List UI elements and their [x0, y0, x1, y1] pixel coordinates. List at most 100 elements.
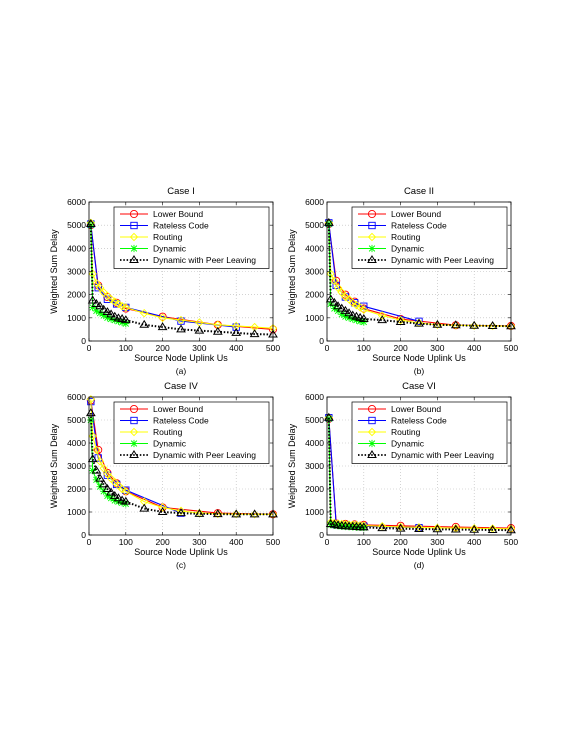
data-point: [106, 487, 116, 496]
x-tick-label: 0: [87, 343, 92, 353]
x-tick-label: 200: [156, 343, 170, 353]
data-point: [92, 445, 101, 455]
x-tick-label: 500: [266, 343, 280, 353]
data-point: [120, 315, 131, 324]
data-point: [450, 320, 461, 329]
data-point: [487, 524, 498, 533]
data-point: [326, 269, 335, 279]
data-point: [336, 303, 347, 312]
legend-marker: [367, 427, 377, 437]
x-tick-label: 300: [192, 343, 206, 353]
legend-label: Rateless Code: [153, 416, 209, 426]
data-point: [212, 509, 223, 518]
legend-marker: [367, 255, 377, 264]
data-point: [329, 297, 340, 306]
legend-label: Routing: [391, 427, 421, 437]
y-axis-label: Weighted Sum Delay: [49, 423, 59, 508]
x-tick-label: 200: [394, 537, 408, 547]
y-tick-label: 4000: [67, 243, 86, 253]
data-point: [113, 493, 124, 502]
data-point: [109, 311, 120, 320]
legend-box: [351, 401, 508, 464]
legend-label: Routing: [153, 232, 183, 242]
y-tick-label: 2000: [67, 484, 86, 494]
data-point: [450, 524, 461, 533]
legend-label: Dynamic: [391, 439, 425, 449]
data-point: [117, 484, 127, 494]
x-tick-label: 500: [504, 343, 518, 353]
data-point: [139, 503, 150, 512]
data-point: [139, 308, 149, 318]
y-tick-label: 4000: [305, 243, 324, 253]
data-point: [102, 484, 113, 493]
data-point: [432, 524, 443, 533]
y-tick-label: 0: [319, 530, 324, 540]
legend-label: Dynamic with Peer Leaving: [391, 255, 494, 265]
legend-label: Dynamic with Peer Leaving: [153, 255, 256, 265]
data-point: [414, 318, 424, 327]
data-point: [396, 521, 405, 530]
y-tick-label: 6000: [67, 197, 86, 207]
x-tick-label: 100: [119, 537, 133, 547]
legend-label: Routing: [391, 232, 421, 242]
data-point: [232, 323, 240, 331]
legend-label: Dynamic: [391, 244, 425, 254]
y-tick-label: 1000: [67, 313, 86, 323]
y-tick-label: 5000: [67, 415, 86, 425]
data-point: [433, 320, 442, 330]
y-tick-label: 4000: [67, 438, 86, 448]
legend-marker: [367, 450, 377, 459]
x-tick-label: 100: [357, 537, 371, 547]
data-point: [176, 324, 186, 333]
legend-label: Dynamic: [153, 244, 187, 254]
chart-title: Case VI: [402, 381, 436, 392]
data-point: [231, 509, 241, 519]
x-axis-label: Source Node Uplink Us: [134, 547, 228, 557]
legend-label: Rateless Code: [391, 221, 447, 231]
legend-label: Lower Bound: [153, 209, 203, 219]
x-tick-label: 0: [325, 343, 330, 353]
y-axis-label: Weighted Sum Delay: [287, 423, 297, 508]
data-point: [194, 325, 205, 334]
data-point: [487, 320, 498, 329]
data-point: [176, 315, 186, 325]
x-tick-label: 200: [394, 343, 408, 353]
y-tick-label: 2000: [67, 290, 86, 300]
data-point: [114, 299, 123, 309]
data-point: [341, 292, 350, 302]
x-tick-label: 400: [229, 343, 243, 353]
y-tick-label: 1000: [305, 507, 324, 517]
x-tick-label: 100: [119, 343, 133, 353]
legend-label: Routing: [153, 427, 183, 437]
data-point: [87, 295, 98, 304]
data-point: [102, 307, 113, 316]
legend-marker: [130, 439, 138, 448]
data-point: [337, 288, 346, 297]
legend-marker: [129, 255, 139, 264]
x-tick-label: 0: [87, 537, 92, 547]
legend-label: Dynamic: [153, 439, 187, 449]
y-tick-label: 5000: [305, 220, 324, 230]
data-point: [358, 314, 369, 323]
chart-panel-3: 0 100 200 300 400 500010002000300040005000600…: [49, 381, 280, 570]
series-line: [89, 413, 273, 516]
data-point: [100, 311, 108, 320]
data-point: [103, 469, 112, 479]
panel-caption: (b): [414, 366, 425, 376]
data-point: [330, 276, 339, 286]
y-tick-label: 3000: [305, 267, 324, 277]
legend-label: Dynamic with Peer Leaving: [153, 450, 256, 460]
legend-marker: [367, 404, 377, 414]
legend-marker: [129, 450, 139, 459]
legend-label: Lower Bound: [153, 404, 203, 414]
data-point: [469, 320, 480, 329]
data-point: [414, 524, 424, 533]
data-point: [451, 321, 461, 330]
legend-label: Lower Bound: [391, 209, 441, 219]
legend-box: [113, 206, 270, 269]
data-point: [377, 523, 388, 532]
x-axis-label: Source Node Uplink Us: [372, 353, 466, 363]
x-tick-label: 500: [266, 537, 280, 547]
